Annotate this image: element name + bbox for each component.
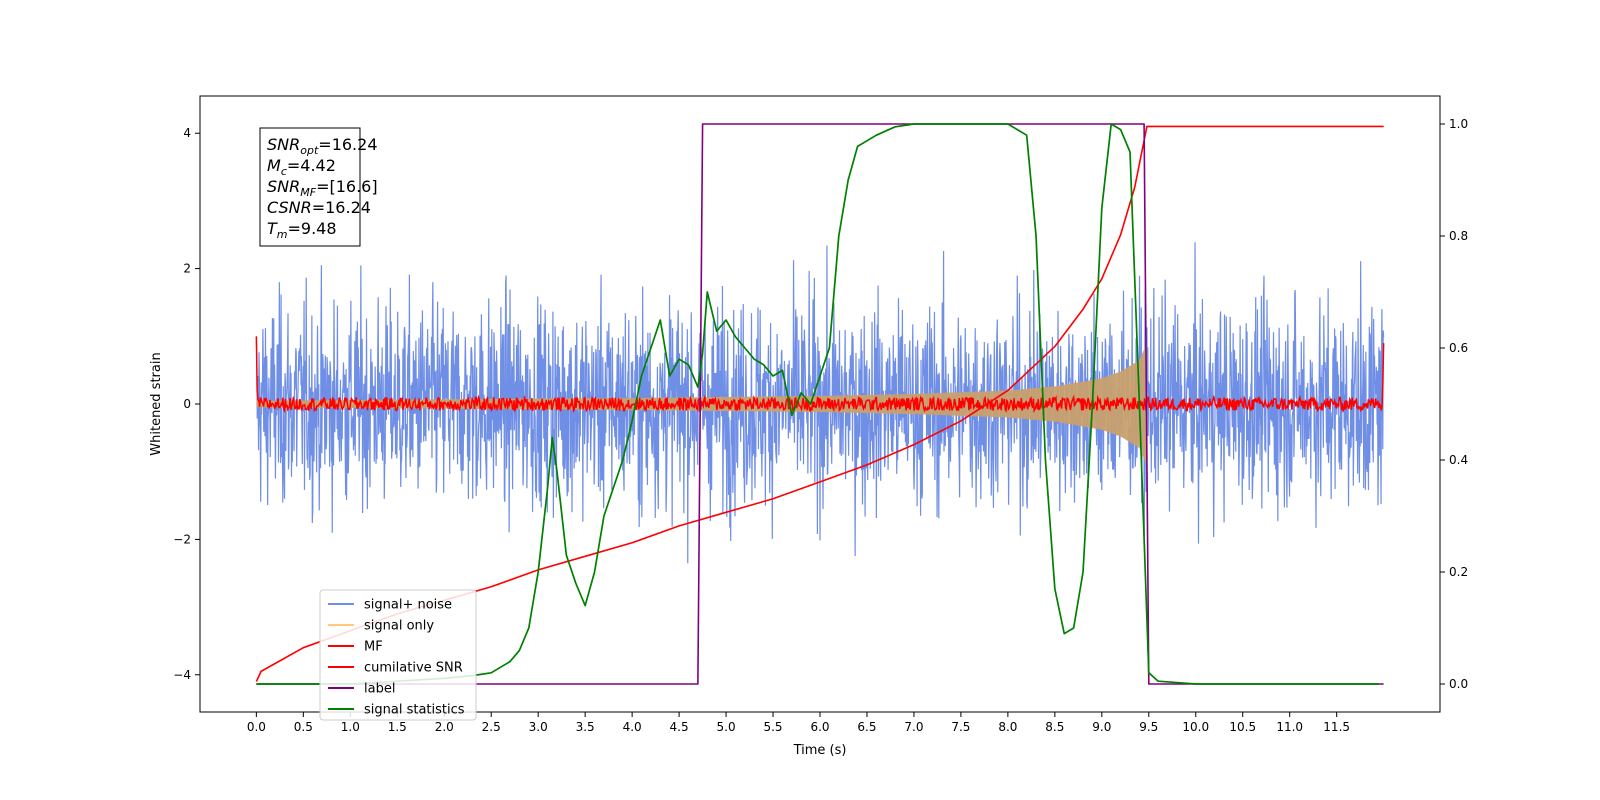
series-signal-statistics: [256, 123, 1379, 685]
x-tick-label: 0.5: [294, 720, 313, 734]
annotation-line: CSNR=16.24: [267, 198, 371, 217]
x-tick-label: 7.5: [951, 720, 970, 734]
x-tick-label: 3.0: [529, 720, 548, 734]
series-mf: [255, 336, 1385, 414]
x-tick-label: 4.5: [670, 720, 689, 734]
x-tick-label: 10.5: [1229, 720, 1256, 734]
y-tick-label-right: 0.8: [1449, 229, 1468, 243]
y-tick-label-left: −4: [173, 668, 191, 682]
y-tick-label-left: 4: [183, 126, 191, 140]
y-tick-label-right: 0.0: [1449, 677, 1468, 691]
x-tick-label: 11.0: [1276, 720, 1303, 734]
legend-label: MF: [364, 640, 383, 655]
y-ticks-left: −4 −2 0 2 4: [173, 126, 200, 682]
x-tick-label: 11.5: [1323, 720, 1350, 734]
annotation-box: SNRopt=16.24Mc=4.42SNRMF=[16.6]CSNR=16.2…: [259, 127, 378, 247]
y-ticks-right: 0.0 0.2 0.4 0.6 0.8 1.0: [1440, 117, 1468, 691]
x-ticks: 0.0 0.5 1.0 1.5 2.0 2.5 3.0 3.5 4.0 4.5 5.0 5.5 6.0 6…: [247, 712, 1350, 734]
x-tick-label: 6.0: [810, 720, 829, 734]
x-tick-label: 8.5: [1045, 720, 1064, 734]
y-tick-label-right: 1.0: [1449, 117, 1468, 131]
series-signal-noise: [255, 242, 1385, 564]
legend-entries: signal+ noise signal only MF cumilative SNR…: [328, 598, 465, 718]
y-axis-label-left: Whitened strain: [149, 352, 164, 455]
x-tick-label: 5.0: [717, 720, 736, 734]
annotation-line: Tm=9.48: [267, 219, 337, 241]
x-tick-label: 0.0: [247, 720, 266, 734]
y-tick-label-right: 0.4: [1449, 453, 1468, 467]
x-tick-label: 3.5: [576, 720, 595, 734]
x-tick-label: 7.0: [904, 720, 923, 734]
x-tick-label: 1.5: [388, 720, 407, 734]
annotation-lines: SNRopt=16.24Mc=4.42SNRMF=[16.6]CSNR=16.2…: [267, 135, 378, 241]
x-tick-label: 10.0: [1182, 720, 1209, 734]
y-tick-label-left: −2: [173, 532, 191, 546]
legend-label: label: [364, 682, 395, 697]
legend-frame: [319, 589, 477, 721]
annotation-line: Mc=4.42: [267, 156, 336, 178]
legend: signal+ noise signal only MF cumilative SNR…: [319, 589, 477, 721]
x-tick-label: 6.5: [857, 720, 876, 734]
y-tick-label-left: 0: [183, 397, 191, 411]
annotation-line: SNRMF=[16.6]: [267, 177, 378, 199]
y-tick-label-right: 0.6: [1449, 341, 1468, 355]
legend-label: cumilative SNR: [364, 661, 463, 676]
legend-label: signal+ noise: [364, 598, 452, 613]
x-tick-label: 5.5: [763, 720, 782, 734]
x-tick-label: 9.0: [1092, 720, 1111, 734]
x-tick-label: 2.0: [435, 720, 454, 734]
x-tick-label: 2.5: [482, 720, 501, 734]
y-tick-label-right: 0.2: [1449, 565, 1468, 579]
legend-label: signal only: [364, 619, 434, 634]
x-tick-label: 4.0: [623, 720, 642, 734]
x-axis-label: Time (s): [793, 743, 847, 758]
annotation-frame: [259, 127, 361, 247]
x-tick-label: 1.0: [341, 720, 360, 734]
y-tick-label-left: 2: [183, 262, 191, 276]
x-tick-label: 9.5: [1139, 720, 1158, 734]
legend-label: signal statistics: [364, 703, 465, 718]
annotation-line: SNRopt=16.24: [267, 135, 378, 157]
x-tick-label: 8.0: [998, 720, 1017, 734]
